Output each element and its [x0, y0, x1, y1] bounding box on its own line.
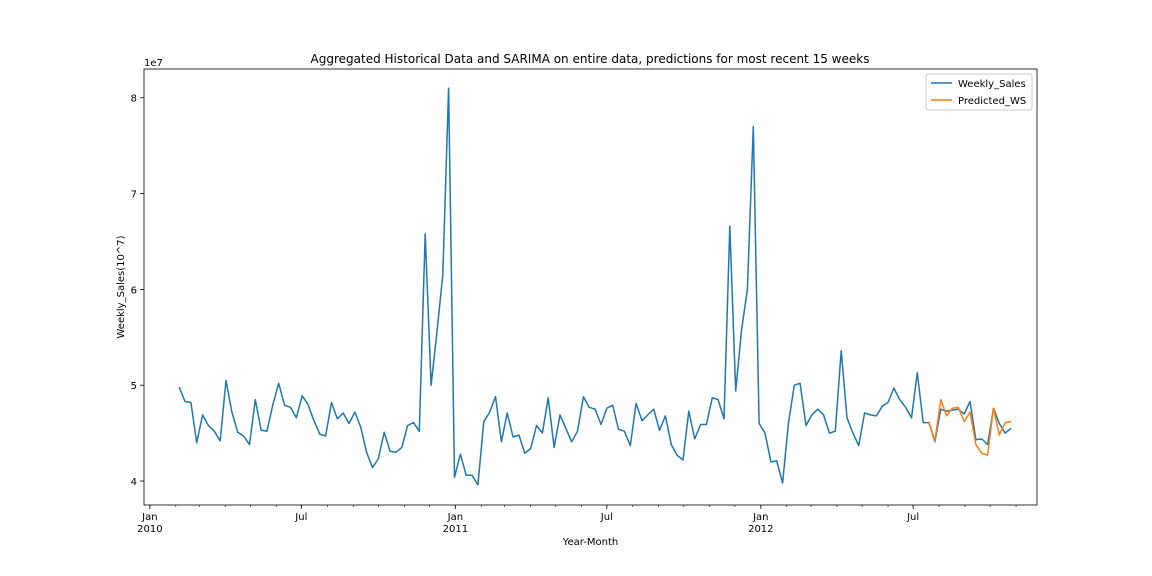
y-tick-label: 7 [131, 190, 137, 201]
legend-box [925, 73, 1033, 111]
series-line-predicted-ws [928, 398, 1012, 456]
x-tick-sublabel: 2010 [137, 524, 162, 535]
y-offset-label: 1e7 [144, 58, 163, 69]
y-tick-label: 5 [131, 381, 137, 392]
legend-label-predicted-ws: Predicted_WS [958, 96, 1026, 107]
x-tick-label: Jan [447, 512, 463, 523]
plot-area [143, 68, 1038, 506]
y-axis-label: Weekly_Sales(10^7) [116, 235, 127, 338]
x-tick-label: Jan [752, 512, 768, 523]
series-lines [178, 87, 1012, 486]
y-tick-label: 8 [131, 94, 137, 105]
x-tick-label: Jul [294, 512, 307, 523]
x-tick-sublabel: 2012 [748, 524, 773, 535]
x-tick-sublabel: 2011 [443, 524, 468, 535]
x-axis-label: Year-Month [562, 537, 618, 548]
y-tick-label: 6 [131, 285, 137, 296]
x-tick-label: Jul [906, 512, 919, 523]
x-tick-label: Jul [600, 512, 613, 523]
legend: Weekly_Sales Predicted_WS [925, 73, 1033, 111]
y-tick-label: 4 [131, 477, 137, 488]
legend-label-weekly-sales: Weekly_Sales [958, 79, 1026, 90]
series-line-weekly-sales [178, 87, 1012, 486]
chart-title: Aggregated Historical Data and SARIMA on… [311, 52, 870, 66]
x-tick-label: Jan [141, 512, 157, 523]
